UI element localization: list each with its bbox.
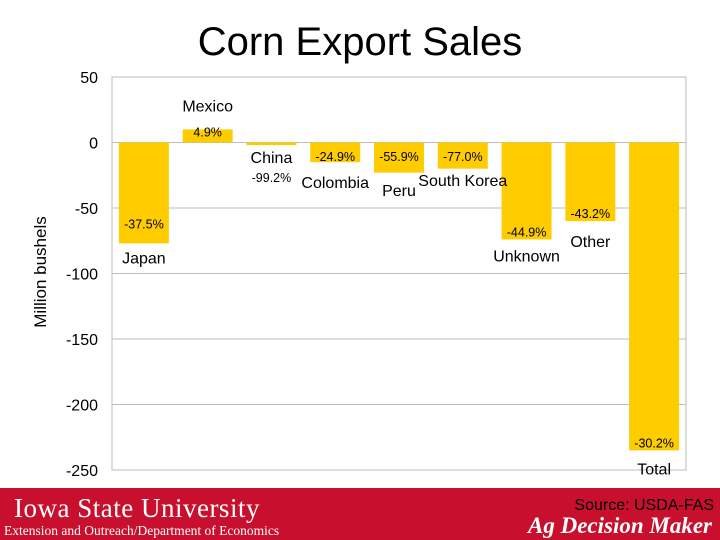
category-label: Mexico (182, 98, 233, 115)
bar-chart: 50 0 -50 -100 -150 -200 -250 Japan -37.5% Mexico 4… (31, 70, 687, 480)
category-label: Other (570, 234, 611, 251)
bar (182, 129, 233, 143)
category-label: Peru (382, 183, 416, 200)
y-tick-label: -150 (66, 332, 98, 349)
data-label: -77.0% (443, 150, 483, 164)
source-note: Source: USDA-FAS (574, 497, 714, 514)
category-label: Unknown (493, 248, 560, 265)
y-tick-label: -200 (66, 398, 98, 415)
y-axis-label: Million bushels (31, 216, 50, 328)
data-label: -37.5% (124, 217, 164, 231)
bar (629, 142, 680, 451)
bar (437, 142, 488, 169)
y-tick-label: -100 (66, 267, 98, 284)
data-label: -43.2% (571, 207, 611, 221)
brand-text: Ag Decision Maker (528, 513, 712, 538)
data-label: -44.9% (507, 225, 547, 239)
y-tick-label: -50 (75, 201, 98, 218)
y-tick-label: -250 (66, 463, 98, 480)
category-label: Total (637, 461, 671, 478)
bar (374, 142, 424, 173)
y-tick-label: 0 (89, 136, 98, 153)
bar (246, 142, 297, 146)
category-label: South Korea (418, 173, 507, 190)
bar (501, 142, 552, 240)
bar (310, 142, 361, 163)
university-logo-text: Iowa State University (14, 493, 260, 523)
bars (118, 129, 680, 451)
department-text: Extension and Outreach/Department of Eco… (4, 523, 280, 538)
data-label: -99.2% (252, 171, 292, 185)
bar (565, 142, 616, 222)
data-label: 4.9% (193, 126, 222, 140)
bar (118, 142, 169, 244)
category-label: Japan (122, 250, 166, 267)
y-tick-label: 50 (80, 70, 98, 87)
category-label: China (251, 150, 293, 167)
labels: 50 0 -50 -100 -150 -200 -250 Japan -37.5% Mexico 4… (66, 70, 674, 480)
data-label: -30.2% (634, 436, 674, 450)
footer-bar: Iowa State University Extension and Outr… (0, 488, 720, 540)
data-label: -24.9% (315, 150, 355, 164)
data-label: -55.9% (379, 150, 419, 164)
category-label: Colombia (301, 175, 369, 192)
chart-title: Corn Export Sales (197, 20, 523, 64)
